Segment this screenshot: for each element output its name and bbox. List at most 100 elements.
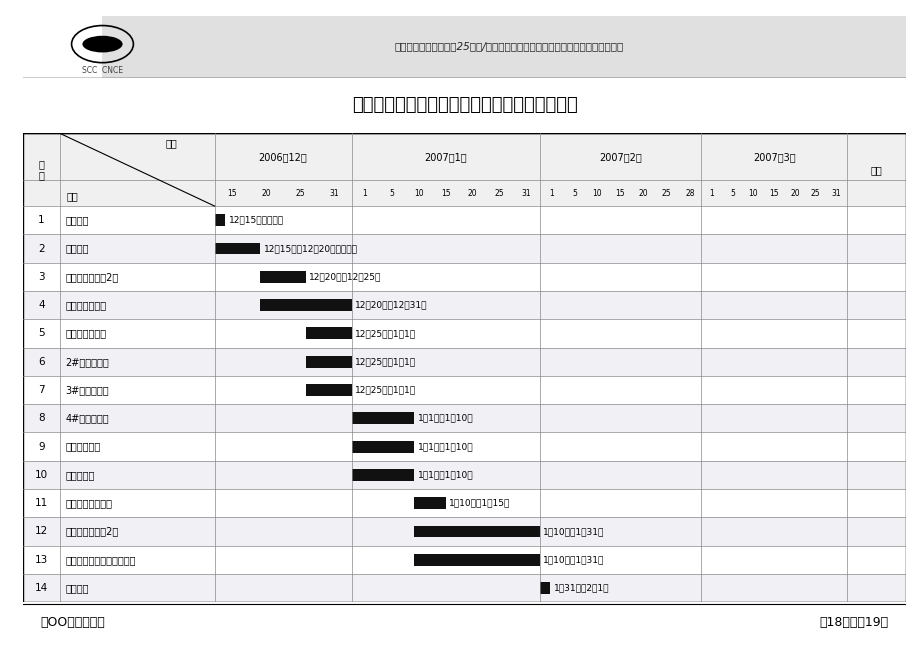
Text: 12月25日～1月1日: 12月25日～1月1日 (355, 385, 415, 395)
Text: 12月25日～1月1日: 12月25日～1月1日 (355, 329, 415, 338)
Text: 13: 13 (35, 555, 48, 564)
Text: 2007年2月: 2007年2月 (598, 152, 641, 162)
Text: 31: 31 (329, 189, 339, 198)
Text: 1月31日～2月1日: 1月31日～2月1日 (553, 583, 608, 592)
Bar (306, 327, 351, 339)
Text: 11: 11 (35, 498, 48, 508)
Bar (23, 432, 905, 461)
Text: 2007年3月: 2007年3月 (752, 152, 795, 162)
Text: 20: 20 (789, 189, 799, 198)
Text: 1: 1 (709, 189, 713, 198)
Text: 洗水槽预制: 洗水槽预制 (65, 470, 95, 480)
Text: 2: 2 (39, 243, 45, 253)
Bar (23, 376, 905, 404)
Bar (260, 271, 306, 283)
Text: 渣池、滤液池预制: 渣池、滤液池预制 (65, 498, 112, 508)
Text: 电解及一次盐水工序非标设备制作安装施工计划: 电解及一次盐水工序非标设备制作安装施工计划 (351, 96, 577, 114)
Text: 15: 15 (440, 189, 450, 198)
Text: 25: 25 (295, 189, 305, 198)
Bar (214, 214, 225, 226)
Text: 15: 15 (768, 189, 778, 198)
Text: 2006年12月: 2006年12月 (258, 152, 307, 162)
Text: 7: 7 (39, 385, 45, 395)
Bar (351, 441, 414, 452)
Text: 2#折流槽预制: 2#折流槽预制 (65, 357, 109, 367)
Text: 31: 31 (521, 189, 530, 198)
Text: 材料验收: 材料验收 (65, 243, 89, 253)
Text: 15: 15 (227, 189, 236, 198)
Text: 9: 9 (39, 441, 45, 452)
Text: 1: 1 (362, 189, 367, 198)
Text: 1月1日～1月10日: 1月1日～1月10日 (417, 442, 473, 451)
Bar (539, 582, 550, 594)
Text: 3: 3 (39, 272, 45, 282)
Text: 12月20日～12月25日: 12月20日～12月25日 (309, 272, 381, 281)
Text: 1月10日～1月31日: 1月10日～1月31日 (542, 527, 604, 536)
Text: 8: 8 (39, 413, 45, 423)
Text: 1月1日～1月10日: 1月1日～1月10日 (417, 414, 473, 422)
Text: 备注: 备注 (869, 165, 881, 174)
Text: SCC  CNCE: SCC CNCE (82, 66, 123, 75)
Bar (23, 518, 905, 546)
Text: 25: 25 (494, 189, 504, 198)
Text: 4#折流槽预制: 4#折流槽预制 (65, 413, 108, 423)
Text: 氢气烟囱预制: 氢气烟囱预制 (65, 441, 100, 452)
Text: 25: 25 (661, 189, 671, 198)
Text: 内容: 内容 (66, 191, 78, 201)
Text: 1月10日～1月15日: 1月10日～1月15日 (448, 499, 510, 508)
Text: 序
号: 序 号 (39, 159, 44, 180)
Text: 10: 10 (748, 189, 757, 198)
Text: 12月15日施工准备: 12月15日施工准备 (229, 215, 284, 225)
Bar (23, 489, 905, 518)
Bar (23, 574, 905, 602)
Text: 第18页、共19页: 第18页、共19页 (819, 616, 888, 629)
Bar (414, 497, 445, 509)
Bar (306, 384, 351, 396)
Bar (23, 206, 905, 234)
Text: 12月15日～12月20日材料验收: 12月15日～12月20日材料验收 (264, 244, 357, 253)
Text: 3#折流槽预制: 3#折流槽预制 (65, 385, 108, 395)
Text: 返洗盐水槽预制: 返洗盐水槽预制 (65, 300, 107, 310)
Text: 5: 5 (730, 189, 734, 198)
Bar (351, 469, 414, 481)
Text: 14: 14 (35, 583, 48, 593)
Text: 12: 12 (35, 527, 48, 536)
Bar (23, 461, 905, 489)
Text: 20: 20 (467, 189, 477, 198)
Text: 1月1日～1月10日: 1月1日～1月10日 (417, 471, 473, 479)
Text: 碳酸钠贮槽预制2台: 碳酸钠贮槽预制2台 (65, 527, 119, 536)
Bar (306, 355, 351, 368)
Bar (351, 412, 414, 424)
Text: 1: 1 (39, 215, 45, 225)
Bar (23, 180, 905, 206)
Text: 日期: 日期 (165, 138, 177, 148)
Bar (214, 243, 260, 255)
Text: 12月25日～1月1日: 12月25日～1月1日 (355, 357, 415, 367)
Bar (23, 234, 905, 263)
Text: 2007年1月: 2007年1月 (424, 152, 467, 162)
Text: 20: 20 (261, 189, 270, 198)
Text: 5: 5 (39, 328, 45, 339)
Bar (23, 348, 905, 376)
Ellipse shape (83, 36, 122, 53)
Text: 1: 1 (549, 189, 553, 198)
Text: 31: 31 (831, 189, 841, 198)
Bar (414, 554, 539, 566)
Text: 4: 4 (39, 300, 45, 310)
Bar (23, 133, 905, 180)
Bar (23, 263, 905, 291)
Text: 基础交接: 基础交接 (65, 583, 89, 593)
Bar (23, 546, 905, 574)
Text: 20: 20 (638, 189, 648, 198)
Text: 5: 5 (389, 189, 394, 198)
Text: 6: 6 (39, 357, 45, 367)
Text: 10: 10 (592, 189, 602, 198)
Text: 5: 5 (572, 189, 576, 198)
Bar (260, 299, 351, 311)
Bar (23, 404, 905, 432)
Text: 12月20日～12月31日: 12月20日～12月31日 (355, 301, 427, 310)
Text: 15: 15 (615, 189, 625, 198)
Text: 二OO六年十二月: 二OO六年十二月 (40, 616, 106, 629)
Text: 阴极液排放槽现场预制安装: 阴极液排放槽现场预制安装 (65, 555, 136, 564)
Bar (23, 319, 905, 348)
